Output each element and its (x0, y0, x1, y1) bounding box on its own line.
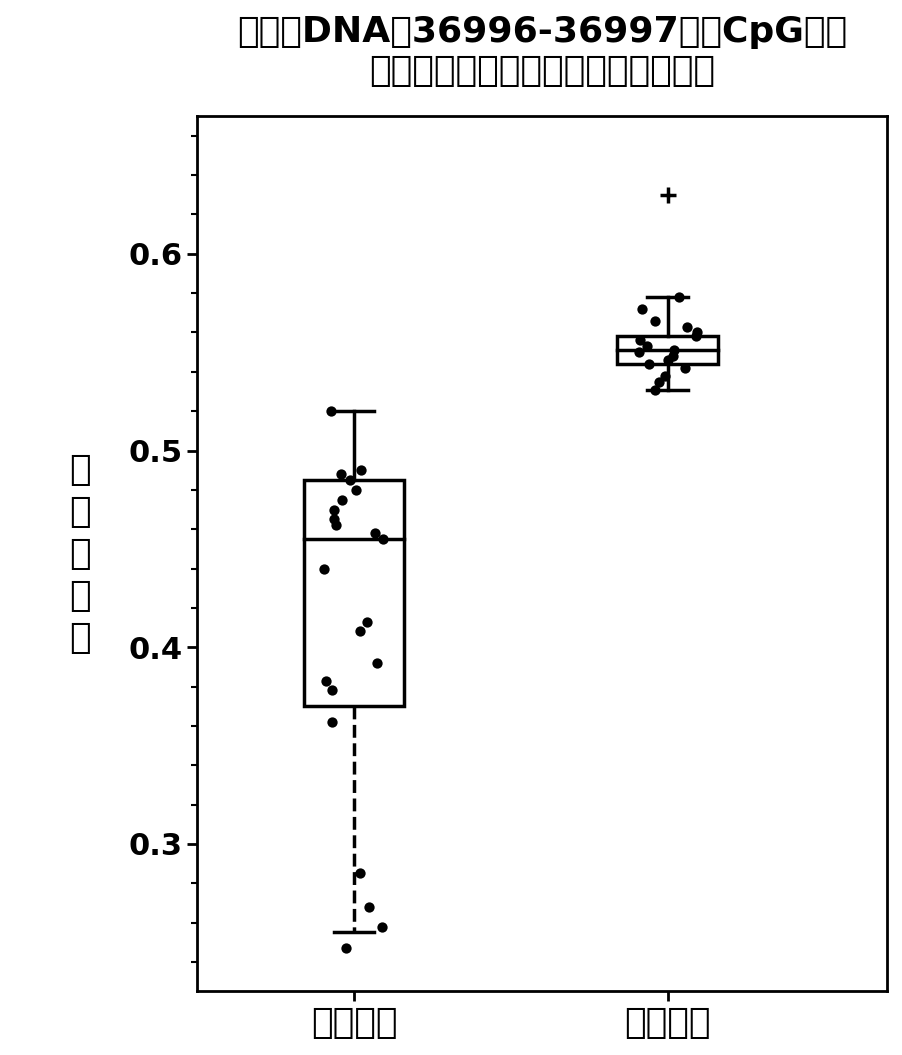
Point (667, 342, 682, 359)
Point (679, 319, 694, 335)
Point (376, 531, 391, 548)
Point (368, 524, 382, 541)
Point (324, 403, 338, 420)
Point (334, 465, 348, 482)
Point (641, 356, 656, 372)
Point (661, 351, 676, 368)
Point (360, 613, 374, 630)
Point (354, 462, 368, 479)
Point (635, 301, 649, 318)
Point (652, 373, 667, 390)
Point (319, 672, 334, 689)
Point (632, 344, 647, 361)
Point (328, 517, 343, 534)
Point (678, 360, 693, 377)
Point (640, 338, 654, 354)
Point (375, 918, 390, 935)
Point (317, 560, 331, 577)
Point (353, 865, 367, 882)
Point (354, 624, 368, 640)
Point (326, 713, 340, 730)
Point (633, 332, 648, 349)
Point (672, 289, 686, 306)
Point (658, 367, 672, 384)
Point (648, 381, 662, 398)
Bar (617, 337, 718, 364)
Point (648, 312, 662, 329)
Bar (304, 480, 404, 706)
Title: 核糖体DNA第36996-36997位置CpG位点
在肝癌组织和白细胞层上甲基化情况: 核糖体DNA第36996-36997位置CpG位点 在肝癌组织和白细胞层上甲基化… (237, 15, 847, 89)
Point (335, 492, 349, 509)
Point (362, 899, 376, 916)
Point (339, 940, 354, 957)
Point (327, 511, 341, 528)
Point (327, 501, 341, 518)
Point (688, 328, 703, 345)
Point (343, 472, 357, 488)
Point (689, 324, 704, 341)
Point (348, 481, 363, 498)
Point (666, 348, 680, 365)
Point (370, 654, 384, 671)
Y-axis label: 甲
基
化
水
平: 甲 基 化 水 平 (69, 453, 91, 655)
Point (326, 682, 340, 698)
